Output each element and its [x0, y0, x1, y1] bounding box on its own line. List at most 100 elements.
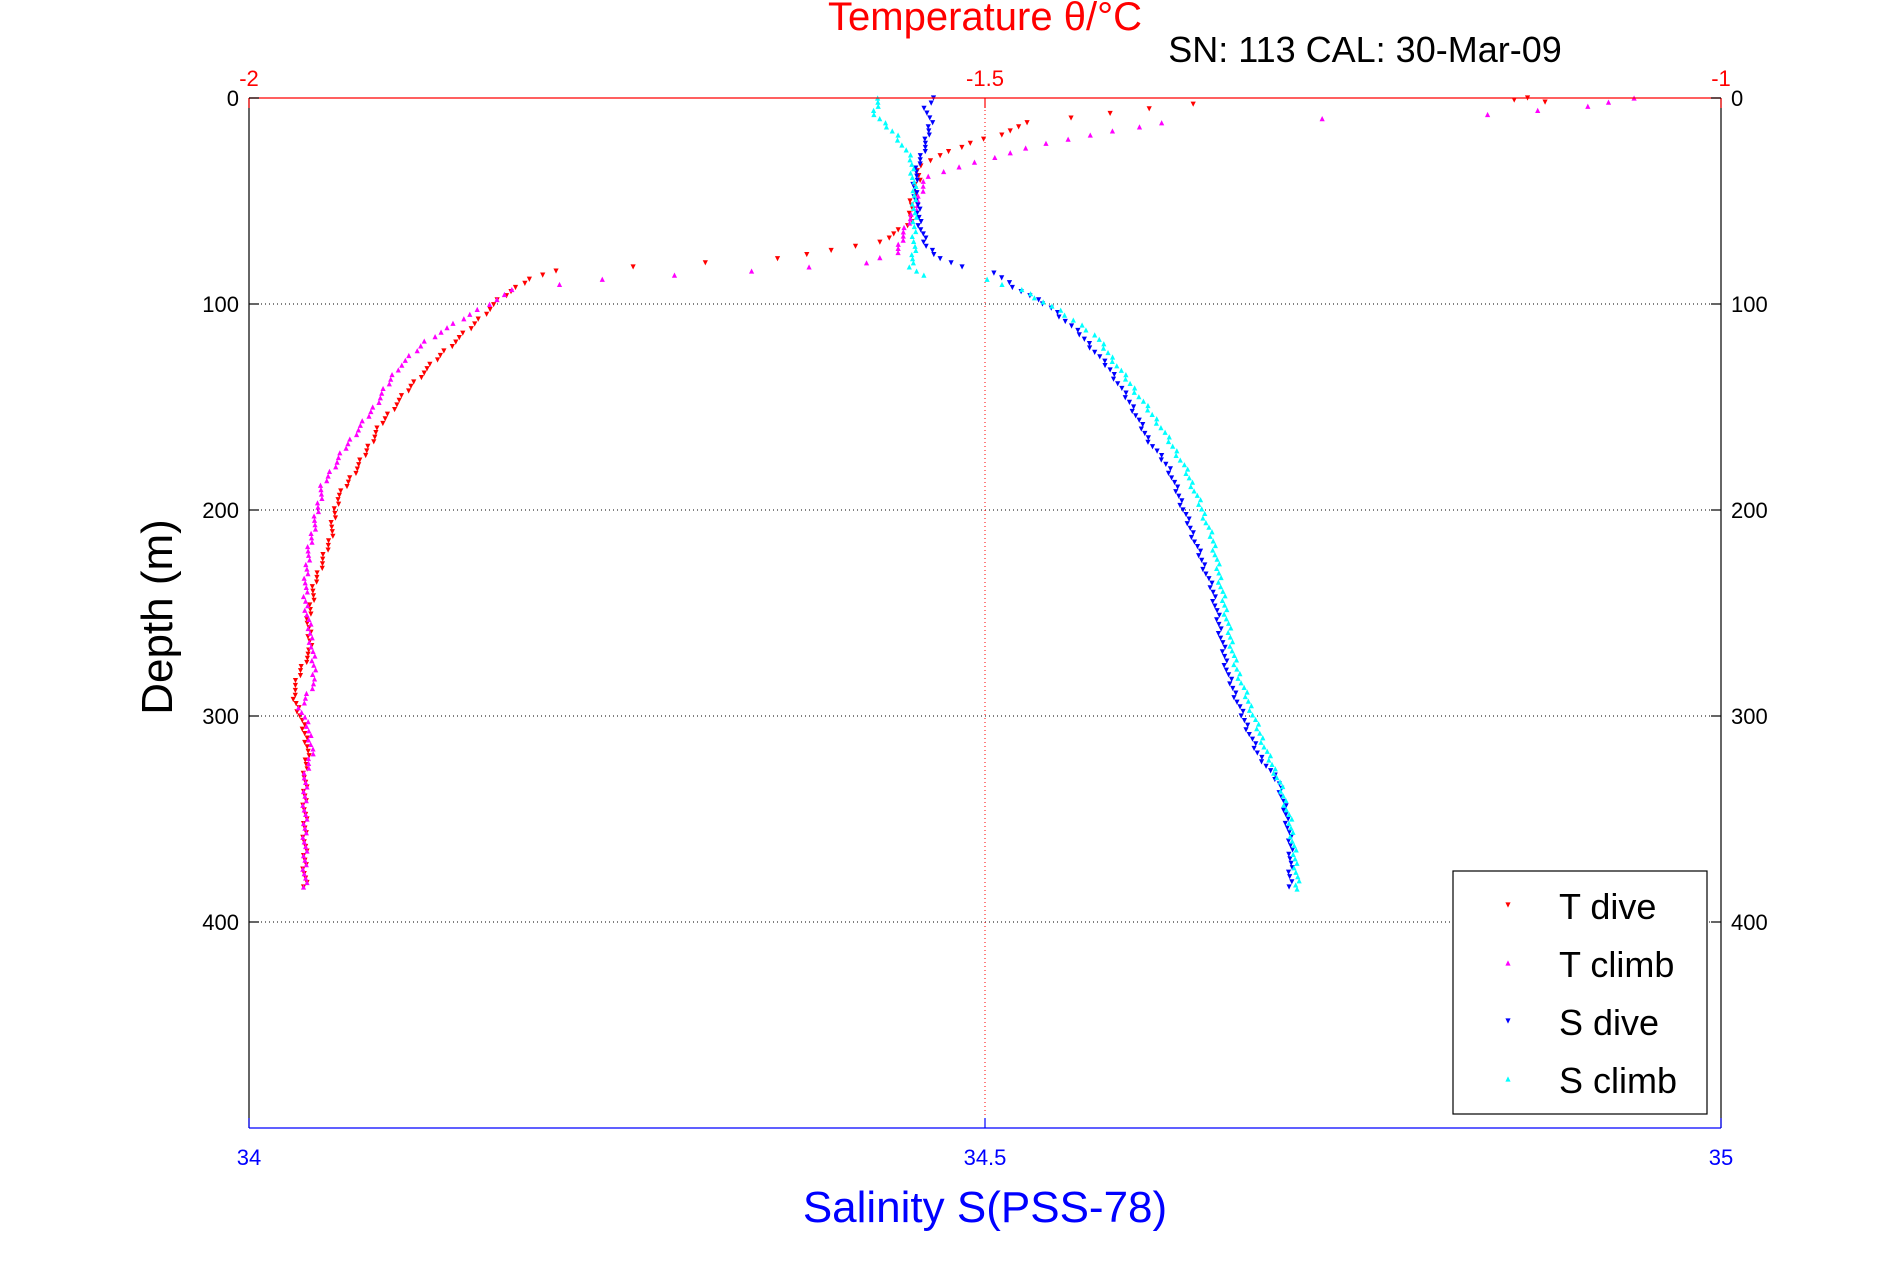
data-point: [1605, 99, 1612, 105]
data-point: [1196, 553, 1202, 559]
data-point: [914, 177, 920, 183]
data-point: [311, 513, 317, 519]
data-point: [306, 760, 312, 766]
data-point: [311, 517, 318, 523]
data-point: [301, 770, 307, 776]
data-point: [900, 237, 906, 243]
data-point: [1294, 860, 1300, 866]
data-point: [302, 695, 309, 701]
data-point: [910, 260, 916, 266]
data-point: [303, 779, 309, 785]
data-point: [1123, 390, 1129, 396]
data-point: [920, 231, 926, 237]
data-point: [1246, 707, 1253, 713]
data-point: [959, 264, 965, 270]
data-point: [1287, 856, 1293, 862]
data-point: [319, 561, 326, 567]
data-point: [907, 170, 914, 176]
data-point: [304, 735, 310, 741]
data-point: [877, 116, 883, 122]
data-point: [326, 468, 333, 474]
data-point: [1068, 115, 1074, 121]
data-point: [306, 616, 312, 623]
data-point: [1122, 395, 1128, 401]
data-point: [1107, 367, 1113, 373]
data-point: [1146, 106, 1152, 112]
data-point: [467, 311, 473, 317]
data-point: [310, 593, 317, 599]
data-point: [1191, 539, 1198, 545]
data-point: [915, 193, 921, 199]
data-point: [917, 161, 923, 167]
data-point: [1179, 498, 1185, 504]
data-point: [804, 251, 810, 258]
data-point: [1222, 644, 1228, 650]
data-point: [1216, 561, 1222, 567]
data-point: [907, 216, 913, 222]
data-point: [334, 459, 340, 465]
data-point: [461, 316, 467, 322]
data-point: [630, 264, 636, 270]
y-right-tick-label: 300: [1731, 704, 1768, 729]
legend-marker: [1505, 1076, 1511, 1082]
data-point: [347, 436, 353, 442]
data-point: [1158, 425, 1164, 431]
data-point: [907, 220, 913, 226]
data-point: [910, 188, 916, 194]
data-point: [877, 255, 883, 261]
chart-subtitle: SN: 113 CAL: 30-Mar-09: [1168, 29, 1562, 70]
data-point: [1229, 648, 1235, 654]
data-point: [314, 500, 321, 506]
data-point: [1186, 516, 1192, 522]
data-point: [305, 651, 311, 657]
data-point: [1240, 708, 1246, 715]
data-point: [1233, 657, 1240, 663]
data-point: [1290, 851, 1296, 857]
data-point: [308, 732, 314, 738]
data-point: [1268, 768, 1274, 774]
data-point: [315, 504, 321, 510]
data-point: [312, 653, 318, 659]
data-point: [1209, 580, 1215, 586]
data-point: [394, 402, 400, 408]
data-point: [1285, 869, 1292, 875]
data-point: [328, 519, 334, 526]
data-point: [1289, 847, 1296, 853]
data-point: [1235, 675, 1241, 681]
data-point: [399, 362, 405, 368]
legend-label: T climb: [1559, 944, 1674, 985]
data-point: [306, 639, 312, 645]
x-bottom-tick-label: 34: [237, 1145, 261, 1170]
data-point: [900, 233, 906, 239]
data-point: [913, 183, 919, 189]
data-point: [1200, 515, 1206, 521]
data-point: [1065, 136, 1071, 142]
data-point: [1244, 689, 1250, 695]
data-point: [1162, 429, 1168, 435]
data-point: [304, 879, 310, 886]
data-point: [748, 268, 755, 274]
data-point: [1274, 774, 1280, 781]
data-point: [1283, 803, 1289, 809]
data-point: [355, 427, 362, 433]
data-point: [914, 190, 920, 196]
data-point: [1214, 608, 1220, 614]
data-point: [1238, 680, 1244, 686]
data-point: [1210, 547, 1216, 553]
data-point: [1257, 730, 1263, 736]
data-point: [1219, 649, 1225, 655]
data-point: [343, 445, 349, 451]
data-point: [941, 168, 947, 175]
data-point: [450, 320, 456, 326]
data-point: [1269, 761, 1275, 768]
data-point: [1154, 448, 1160, 454]
data-point: [441, 348, 447, 354]
data-point: [294, 709, 300, 715]
data-point: [305, 755, 312, 762]
data-point: [468, 326, 474, 332]
chart-title: Temperature θ/°C: [828, 0, 1142, 39]
data-point: [307, 602, 313, 608]
data-point: [319, 565, 325, 571]
data-point: [1280, 793, 1286, 799]
data-point: [1081, 336, 1087, 342]
